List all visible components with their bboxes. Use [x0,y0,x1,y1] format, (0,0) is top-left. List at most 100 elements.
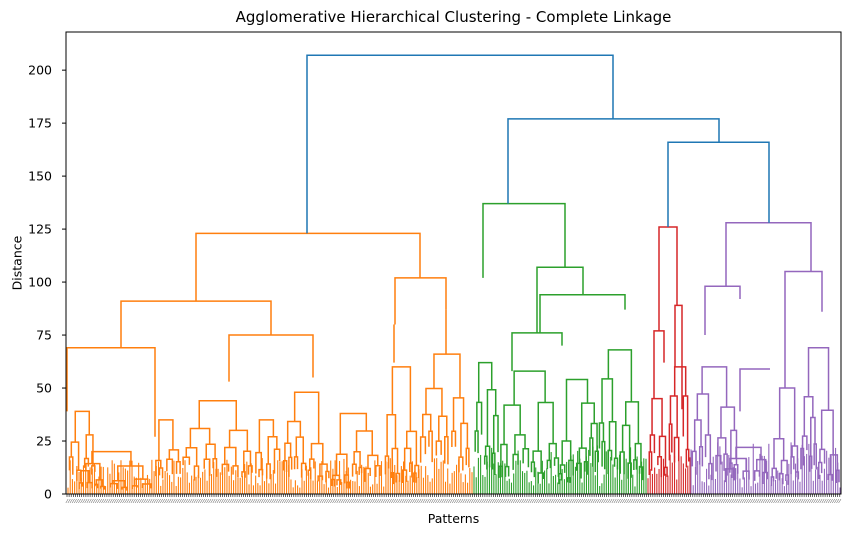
x-tick-label [235,498,239,504]
x-tick-label [130,498,134,504]
y-tick-label: 75 [36,327,52,343]
x-tick-label [151,498,155,504]
cluster-4-link [696,393,710,435]
x-tick-label [160,498,163,504]
y-tick-label: 25 [36,433,52,449]
cluster-2-link [476,401,483,435]
x-tick-label [498,498,502,504]
x-tick-label [569,498,573,504]
x-tick-label [567,498,571,504]
cluster-2-link [624,401,640,444]
x-tick-label [693,498,697,504]
cluster-2-link [601,440,606,470]
cluster-4-link [762,471,769,485]
cluster-4-link [795,471,800,480]
x-tick-label [481,498,485,504]
x-tick-label [586,498,590,504]
x-tick-label [281,498,285,504]
cluster-1-link [309,458,315,471]
x-tick-label [611,498,615,504]
x-tick-label [407,498,411,504]
cluster-1-link [284,442,292,461]
x-tick-label [433,498,436,504]
cluster-1-link [247,465,253,475]
cluster-3-link [649,434,656,454]
x-tick-label [645,498,649,504]
x-tick-label [800,498,804,504]
cluster-4-link [835,469,840,483]
cluster-4-link [790,456,795,475]
x-tick-label [832,498,835,504]
x-tick-label [466,498,470,504]
x-tick-label [451,498,455,504]
cluster-1-link [243,450,252,472]
chart-title: Agglomerative Hierarchical Clustering - … [235,8,672,26]
cluster-1-link [336,479,342,486]
cluster-4-link [742,470,750,480]
cluster-2-link [522,448,530,468]
cluster-1-link [273,448,281,474]
x-tick-label [176,498,180,504]
x-tick-label [829,498,833,504]
cluster-3-link [673,366,687,397]
x-tick-label [588,498,592,504]
cluster-1-link [413,472,417,483]
x-tick-label [827,498,831,504]
x-tick-label [115,498,119,504]
x-tick-label [764,498,768,504]
x-tick-label [437,498,441,504]
x-tick-label [449,498,453,504]
cluster-1-link [91,465,96,475]
cluster-2-link [486,389,497,447]
x-tick-label [521,498,525,504]
cluster-4-link [753,470,761,481]
cluster-2-link [498,465,503,478]
x-tick-label [710,498,714,504]
x-tick-label [71,498,75,504]
x-tick-label [655,498,659,504]
x-tick-label [84,498,88,504]
cluster-1-link [255,451,263,474]
x-tick-label [399,498,403,504]
cluster-2-link [548,442,557,461]
x-tick-label [724,498,728,504]
x-tick-label [687,498,691,504]
x-tick-label [510,498,514,504]
cluster-1-link [425,387,443,417]
x-tick-label [244,498,247,504]
x-tick-label [477,498,481,504]
x-tick-label [670,498,674,504]
x-tick-label [517,498,520,504]
x-tick-label [214,498,218,504]
x-tick-label [124,498,128,504]
cluster-4-link [717,437,727,456]
x-tick-label [638,498,642,504]
cluster-3-link [651,397,663,437]
cluster-1-link [395,472,401,483]
x-tick-label [712,498,716,504]
cluster-4-link [808,455,813,472]
x-tick-label [388,498,392,504]
cluster-4-link [791,445,799,473]
cluster-1-link [351,463,357,477]
x-tick-label [737,498,741,504]
x-tick-label [418,498,422,504]
cluster-1-link [355,430,373,456]
cluster-4-link [810,416,816,457]
x-tick-label [815,498,819,504]
x-tick-label [445,498,449,504]
cluster-1-link [307,469,312,480]
x-tick-label [785,498,789,504]
x-tick-label [174,498,178,504]
cluster-1-link [94,483,99,489]
x-tick-label [166,498,170,504]
cluster-4-link [701,366,728,408]
x-tick-label [674,498,678,504]
cluster-1-link [141,483,152,489]
x-tick-label [718,498,722,504]
cluster-3-link [648,451,653,476]
x-tick-label [139,498,142,504]
x-tick-label [506,498,510,504]
x-tick-label [183,498,187,504]
